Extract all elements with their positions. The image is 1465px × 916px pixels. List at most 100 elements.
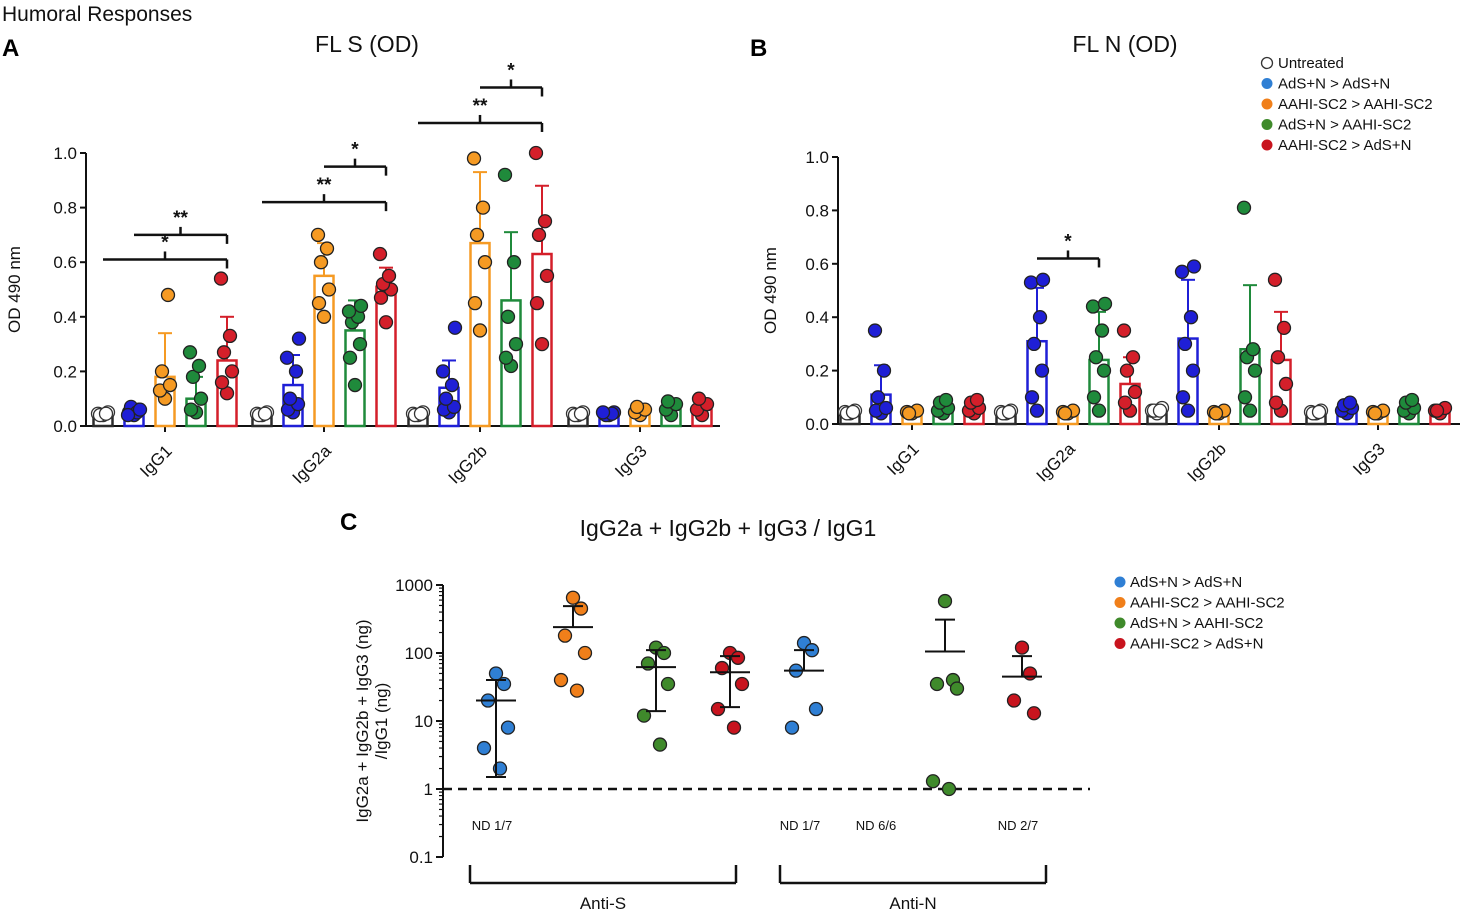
- panel-a-point-aahi-sc2-aahi-sc2-igg2a: [310, 227, 326, 243]
- panel-a-title: FL S (OD): [315, 31, 419, 57]
- panel-a-point-ads-n-ads-n-igg2a: [291, 331, 307, 346]
- panel-b-legend: Untreated AdS+N > AdS+N AAHI-SC2 > AAHI-SC…: [1260, 55, 1433, 154]
- panel-c-point-anti-s-ads-n-aahi-sc2: [660, 676, 676, 692]
- panel-a-point-aahi-sc2-aahi-sc2-igg2b: [469, 227, 485, 243]
- panel-c-point-anti-s-aahi-sc2-ads-n: [710, 701, 726, 717]
- panel-a-point-aahi-sc2-ads-n-igg2a: [378, 315, 394, 330]
- panel-b-point-ads-n-ads-n-igg2b: [1183, 310, 1199, 325]
- panel-b-point-aahi-sc2-aahi-sc2-igg2b: [1208, 406, 1224, 421]
- panel-b-legend-label-aahi-sc2-aahi-sc2: AAHI-SC2 > AAHI-SC2: [1278, 96, 1433, 113]
- panel-b-point-ads-n-aahi-sc2-igg2a: [1097, 296, 1113, 312]
- panel-c-point-anti-s-aahi-sc2-aahi-sc2: [577, 645, 593, 661]
- panel-b-point-ads-n-ads-n-igg2b: [1175, 390, 1191, 405]
- panel-a-significance-label: *: [507, 60, 515, 81]
- panel-a-point-aahi-sc2-aahi-sc2-igg2b: [466, 151, 482, 166]
- panel-b-point-ads-n-ads-n-igg1: [876, 363, 892, 378]
- panel-c-point-anti-n-ads-n-aahi-sc2: [925, 774, 941, 789]
- panel-label-c: C: [340, 509, 357, 536]
- panel-a-point-aahi-sc2-ads-n-igg1: [213, 271, 229, 286]
- panel-b-point-ads-n-ads-n-igg2b: [1186, 259, 1202, 274]
- panel-b-point-aahi-sc2-ads-n-igg2a: [1119, 363, 1135, 378]
- panel-c-point-anti-n-ads-n-ads-n: [808, 701, 824, 717]
- panel-b-point-ads-n-ads-n-igg2b: [1177, 336, 1193, 352]
- panel-a-significance-label: *: [351, 140, 359, 161]
- panel-b-title: FL N (OD): [1072, 31, 1177, 57]
- panel-a-point-ads-n-aahi-sc2-igg2a: [352, 336, 368, 352]
- panel-c-ytick-label: 1000: [395, 576, 433, 595]
- panel-c-marks: ND 1/7 ND 1/7 ND 6/6 ND 2/7: [472, 590, 1042, 833]
- panel-a-point-aahi-sc2-ads-n-igg2a: [373, 290, 389, 305]
- panel-a-point-untreated-igg3: [573, 406, 589, 421]
- panel-c-point-anti-n-ads-n-aahi-sc2: [941, 781, 957, 797]
- panel-b-y-axis-label: OD 490 nm: [761, 247, 780, 334]
- panel-b-point-ads-n-ads-n-igg1: [870, 390, 886, 405]
- panel-a-point-ads-n-aahi-sc2-igg1: [183, 402, 199, 417]
- panel-a-bar-aahi-sc2-ads-n-igg2a: [375, 285, 397, 428]
- panel-a-point-aahi-sc2-ads-n-igg2b: [539, 268, 555, 284]
- panel-c-point-anti-s-aahi-sc2-ads-n: [730, 650, 746, 665]
- panel-a-category-label-igg3: IgG3: [611, 441, 650, 480]
- panel-c-nd-label-anti-s-ads-n-ads-n: ND 1/7: [472, 818, 512, 833]
- panel-b-point-ads-n-aahi-sc2-igg2a: [1085, 299, 1101, 314]
- panel-a-point-ads-n-ads-n-igg2a: [279, 350, 295, 365]
- panel-c-point-anti-n-ads-n-aahi-sc2: [949, 681, 965, 696]
- panel-a-point-aahi-sc2-ads-n-igg2b: [529, 295, 545, 311]
- panel-a-point-ads-n-aahi-sc2-igg2a: [347, 377, 363, 393]
- panel-b-ytick-label: 0.8: [805, 201, 829, 220]
- panel-c-legend-label-aahi-sc2-ads-n: AAHI-SC2 > AdS+N: [1130, 636, 1263, 653]
- panel-c-point-anti-n-aahi-sc2-ads-n: [1022, 666, 1038, 681]
- panel-a-ytick-label: 0.4: [53, 308, 77, 327]
- panel-c-point-anti-s-aahi-sc2-aahi-sc2: [569, 683, 585, 698]
- panel-b-point-untreated-igg2b: [1152, 403, 1168, 418]
- panel-b-point-aahi-sc2-ads-n-igg2b: [1268, 395, 1284, 410]
- panel-c-legend-label-ads-n-aahi-sc2: AdS+N > AAHI-SC2: [1130, 615, 1263, 632]
- panel-a-point-ads-n-aahi-sc2-igg2a: [341, 304, 357, 319]
- panel-a-point-ads-n-aahi-sc2-igg1: [182, 345, 198, 360]
- panel-a-ytick-label: 0.6: [53, 253, 77, 272]
- panel-a-point-ads-n-aahi-sc2-igg1: [191, 358, 207, 374]
- panel-a-category-label-igg1: IgG1: [136, 441, 175, 480]
- panel-c-point-anti-s-ads-n-aahi-sc2: [652, 737, 668, 752]
- panel-c-legend-marker-aahi-sc2-ads-n: [1114, 638, 1126, 649]
- panel-b-point-ads-n-aahi-sc2-igg3: [1404, 392, 1420, 408]
- panel-c-point-anti-n-ads-n-aahi-sc2: [929, 676, 945, 692]
- panel-b-marks: *: [837, 200, 1453, 426]
- panel-c-point-anti-s-aahi-sc2-aahi-sc2: [573, 601, 589, 616]
- panel-c-group-label-anti-s: Anti-S: [580, 894, 626, 913]
- panel-b-point-aahi-sc2-ads-n-igg2b: [1276, 320, 1292, 336]
- panel-c-ytick-label: 100: [405, 644, 433, 663]
- panel-a-point-aahi-sc2-aahi-sc2-igg3: [629, 399, 645, 415]
- panel-c-point-anti-s-aahi-sc2-aahi-sc2: [557, 628, 573, 643]
- panel-b-point-ads-n-ads-n-igg2b: [1180, 403, 1196, 418]
- panel-b-ytick-label: 0.0: [805, 415, 829, 434]
- panel-a-point-ads-n-aahi-sc2-igg2b: [506, 255, 522, 270]
- panel-a-point-untreated-igg1: [98, 406, 114, 421]
- panel-c-legend-label-ads-n-ads-n: AdS+N > AdS+N: [1130, 574, 1242, 591]
- panel-a-point-ads-n-ads-n-igg3: [595, 405, 611, 420]
- figure-super-title: Humoral Responses: [2, 3, 192, 26]
- panel-b-point-aahi-sc2-ads-n-igg2a: [1125, 350, 1141, 365]
- panel-a-point-ads-n-ads-n-igg2a: [288, 364, 304, 379]
- panel-b-point-ads-n-ads-n-igg2b: [1185, 363, 1201, 378]
- panel-c-point-anti-s-ads-n-ads-n: [500, 720, 516, 735]
- panel-c-legend-marker-aahi-sc2-aahi-sc2: [1114, 597, 1126, 608]
- panel-b-legend-label-ads-n-aahi-sc2: AdS+N > AAHI-SC2: [1278, 117, 1411, 134]
- panel-b: B FL N (OD) 0.0 0.2 0.4 0.6 0.8 1.0 OD 490 nm I…: [750, 31, 1460, 486]
- panel-a-point-aahi-sc2-ads-n-igg3: [691, 391, 707, 406]
- panel-a-point-aahi-sc2-aahi-sc2-igg2b: [467, 295, 483, 311]
- panel-b-point-ads-n-aahi-sc2-igg2a: [1096, 363, 1112, 378]
- panel-a-point-ads-n-aahi-sc2-igg2a: [342, 350, 358, 365]
- panel-c: C IgG2a + IgG2b + IgG3 / IgG1 0.1 1 10 100 1…: [340, 509, 1285, 913]
- panel-a-point-aahi-sc2-aahi-sc2-igg2a: [311, 295, 327, 311]
- panel-label-b: B: [750, 35, 767, 62]
- panel-b-point-ads-n-ads-n-igg3: [1342, 395, 1358, 410]
- panel-a-category-label-igg2b: IgG2b: [445, 441, 491, 487]
- panel-b-legend-marker-aahi-sc2-ads-n: [1261, 139, 1273, 151]
- panel-a-point-aahi-sc2-aahi-sc2-igg2b: [477, 255, 493, 270]
- panel-b-category-label-igg1: IgG1: [883, 439, 922, 478]
- panel-b-point-untreated-igg3: [1311, 404, 1327, 420]
- panel-label-a: A: [2, 35, 19, 62]
- panel-b-point-aahi-sc2-ads-n-igg1: [969, 392, 985, 408]
- panel-b-point-ads-n-ads-n-igg2b: [1174, 264, 1190, 279]
- panel-c-group-label-anti-n: Anti-N: [889, 894, 936, 913]
